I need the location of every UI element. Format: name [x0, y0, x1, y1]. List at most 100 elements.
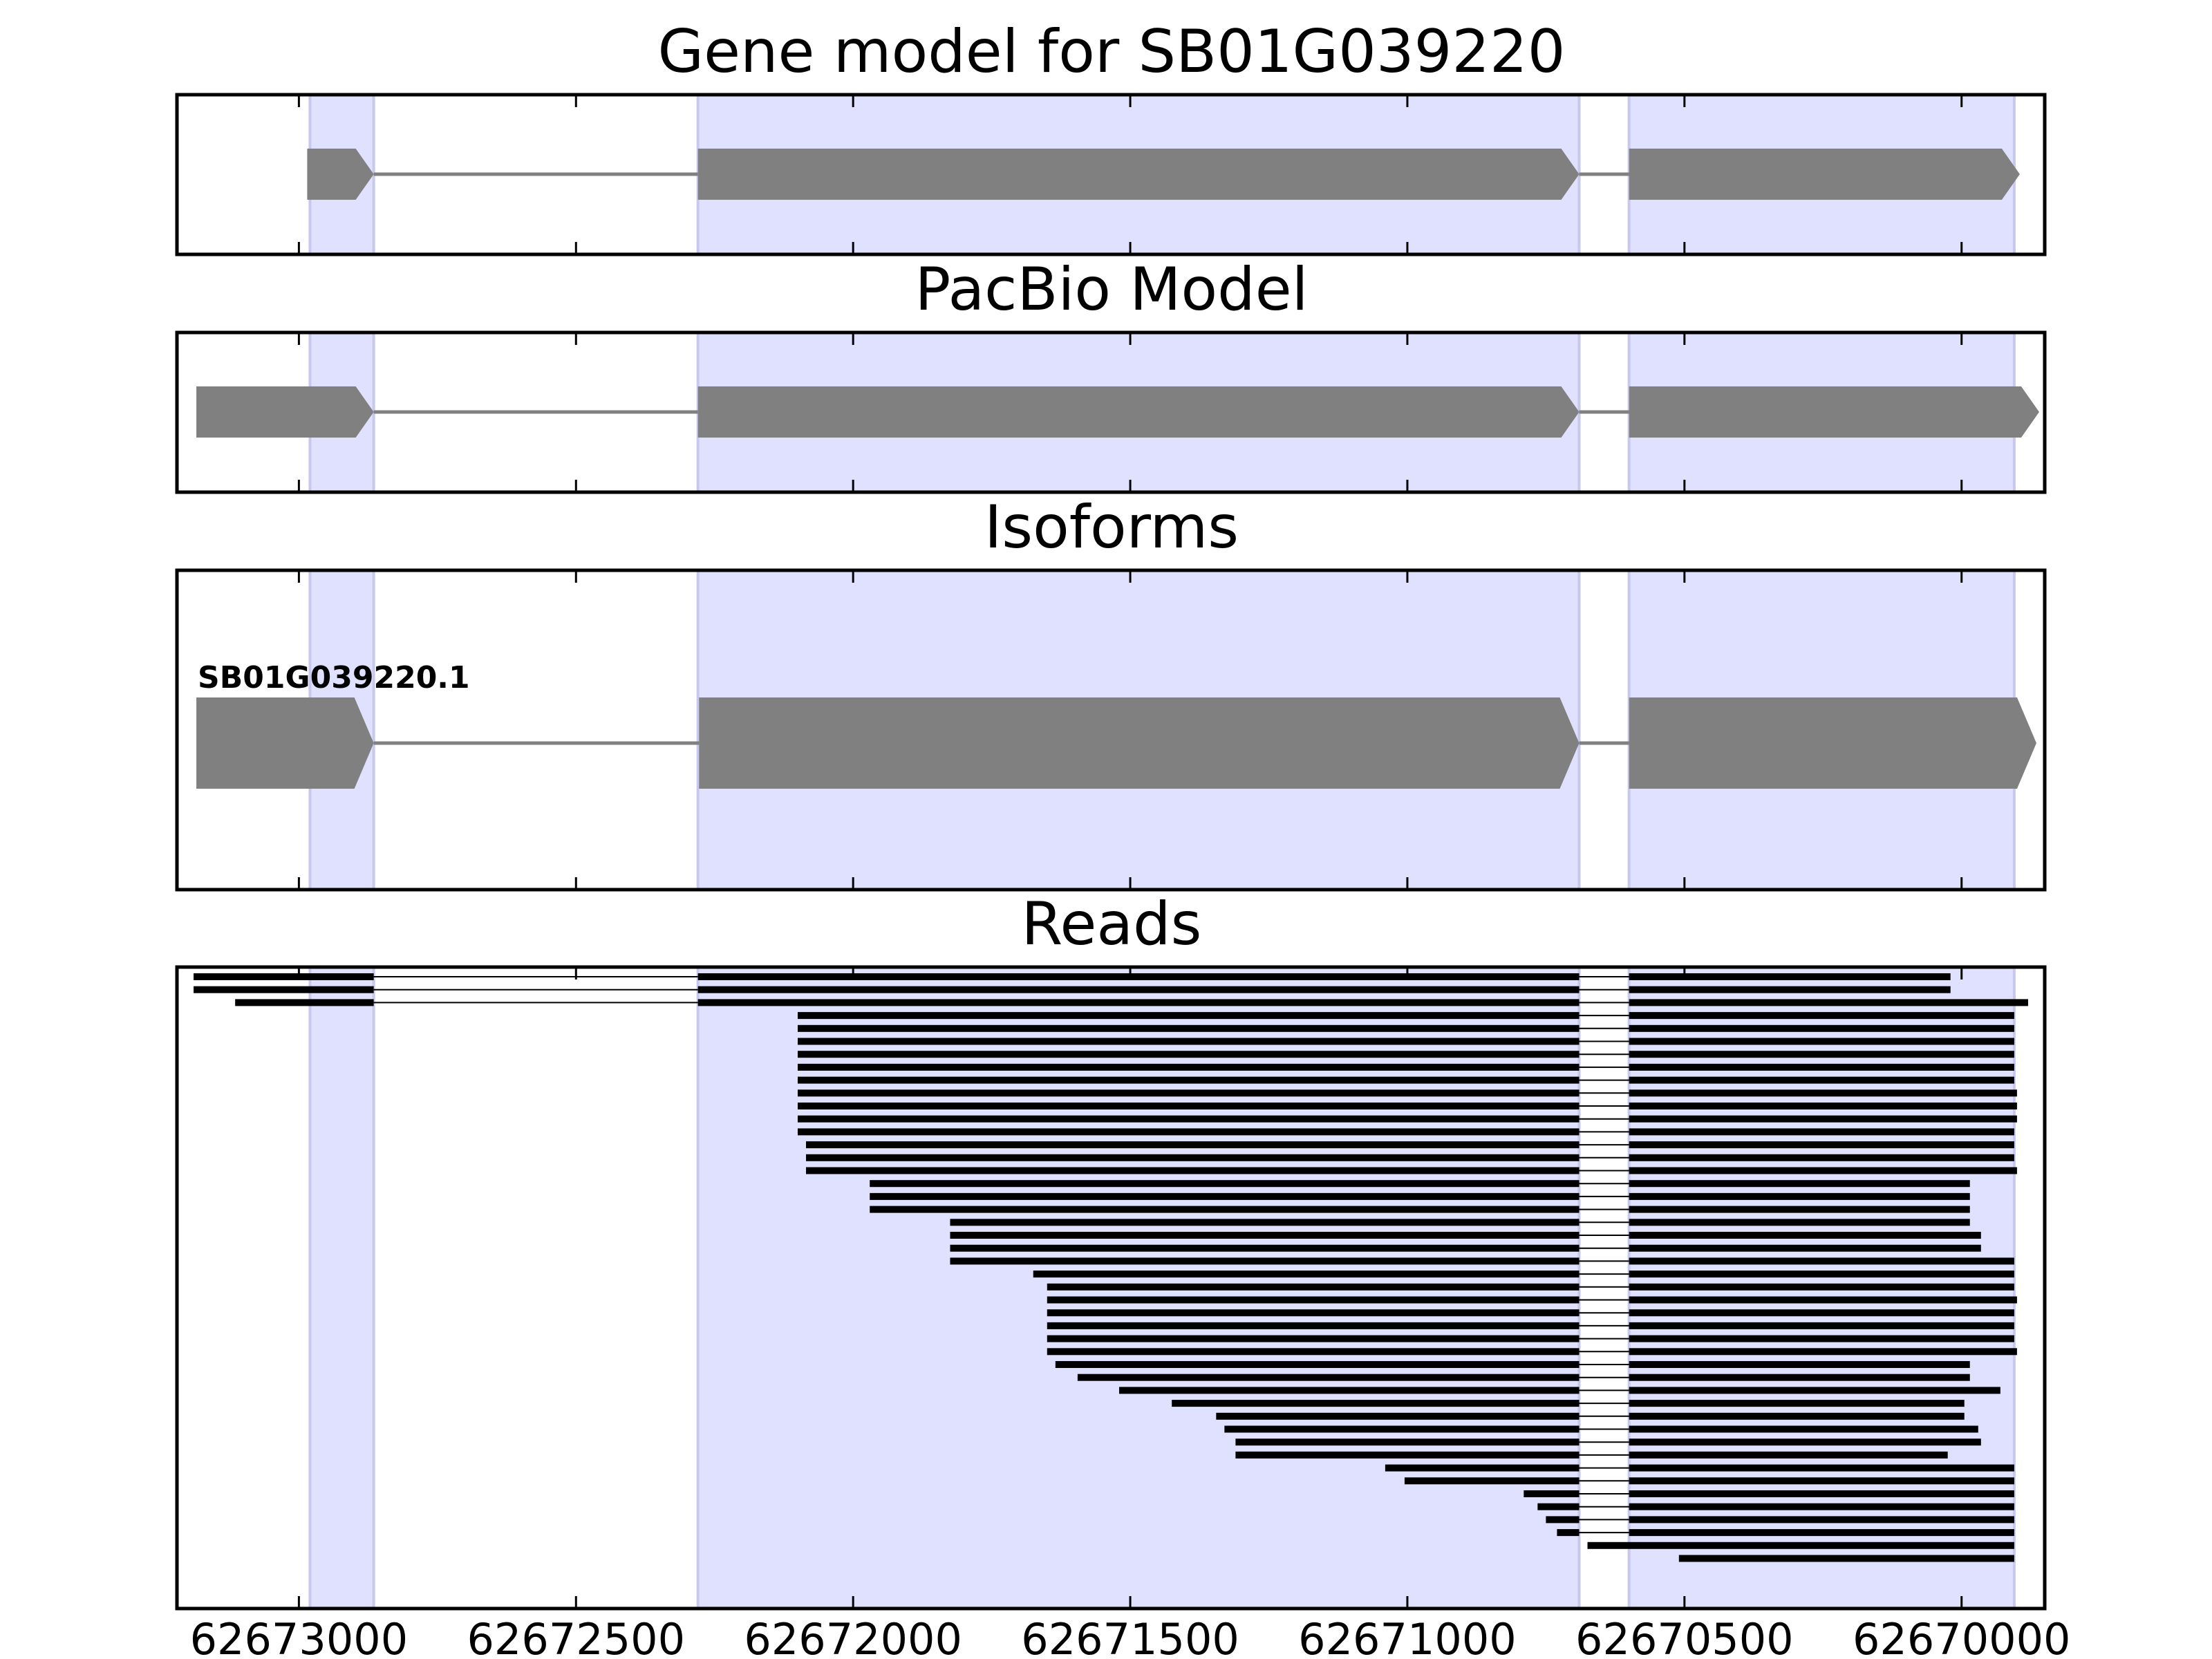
read-segment — [1629, 1024, 2014, 1032]
read-segment — [194, 973, 374, 980]
read-segment — [1629, 1425, 1978, 1433]
read-segment — [697, 999, 1580, 1006]
x-tick-label: 62670500 — [1575, 1614, 1794, 1659]
plot-frame — [175, 965, 2047, 1611]
read-segment — [1546, 1516, 1580, 1524]
read-segment — [1629, 1412, 1965, 1420]
read-segment — [1629, 1271, 2014, 1278]
read-segment — [194, 986, 374, 993]
panel-isoforms-title: Isoforms — [984, 493, 1239, 562]
x-tick-label: 62672500 — [467, 1614, 685, 1659]
read-segment — [1629, 1257, 2014, 1265]
read-segment — [1629, 1154, 2014, 1161]
read-segment — [950, 1257, 1580, 1265]
exon-block — [196, 697, 374, 789]
read-segment — [1216, 1412, 1580, 1420]
x-tick-label: 62672000 — [744, 1614, 962, 1659]
read-segment — [1235, 1438, 1580, 1446]
panel-pacbio-model: PacBio Model — [175, 255, 2047, 494]
exon-block — [1629, 149, 2020, 200]
read-segment — [806, 1167, 1580, 1174]
read-segment — [950, 1232, 1580, 1239]
read-segment — [1537, 1503, 1580, 1510]
read-segment — [1629, 1167, 2017, 1174]
read-segment — [235, 999, 374, 1006]
read-segment — [1629, 1477, 2014, 1485]
read-segment — [797, 1115, 1580, 1123]
panel-pacbio-model-title: PacBio Model — [915, 255, 1308, 324]
read-segment — [1629, 999, 2028, 1006]
read-segment — [1172, 1400, 1580, 1407]
read-segment — [1587, 1541, 2014, 1549]
plot-frame — [175, 568, 2047, 892]
read-segment — [1629, 1051, 2014, 1058]
read-segment — [1629, 1322, 2014, 1329]
read-segment — [1629, 1283, 2014, 1291]
exon-block — [697, 386, 1580, 438]
read-segment — [806, 1141, 1580, 1149]
exon-block — [699, 697, 1580, 789]
read-segment — [1404, 1477, 1580, 1485]
panel-gene-model-title: Gene model for SB01G039220 — [658, 17, 1566, 86]
read-segment — [797, 1051, 1580, 1058]
exon-block — [697, 149, 1580, 200]
read-segment — [1629, 1503, 2014, 1510]
read-segment — [797, 1076, 1580, 1084]
panel-reads-title: Reads — [1022, 890, 1202, 959]
plot-frame — [175, 93, 2047, 256]
read-segment — [1629, 1335, 2014, 1342]
panel-pacbio-model-plot — [175, 330, 2047, 494]
panel-reads-plot — [175, 965, 2047, 1611]
read-segment — [1629, 1516, 2014, 1524]
read-segment — [1629, 1464, 2014, 1472]
read-segment — [1629, 1089, 2017, 1097]
read-segment — [1629, 1296, 2017, 1304]
read-segment — [1629, 1374, 1970, 1381]
panel-gene-model: Gene model for SB01G039220 — [175, 17, 2047, 256]
read-segment — [797, 1038, 1580, 1045]
read-segment — [1524, 1490, 1580, 1497]
panel-reads: Reads — [175, 890, 2047, 1611]
read-segment — [870, 1192, 1580, 1200]
read-segment — [1047, 1283, 1580, 1291]
exon-block — [1629, 697, 2036, 789]
exon-block — [1629, 386, 2039, 438]
read-segment — [1385, 1464, 1580, 1472]
read-segment — [1629, 1103, 2017, 1109]
read-segment — [870, 1206, 1580, 1213]
read-segment — [1629, 1387, 2000, 1394]
read-segment — [1629, 1244, 1981, 1252]
read-segment — [1629, 973, 1951, 980]
read-segment — [1047, 1322, 1580, 1329]
isoform-label: SB01G039220.1 — [198, 660, 470, 695]
read-segment — [1629, 1529, 2014, 1537]
x-tick-label: 62671000 — [1298, 1614, 1517, 1659]
read-segment — [1119, 1387, 1580, 1394]
read-segment — [1678, 1555, 2014, 1562]
read-segment — [1629, 1128, 2014, 1136]
exon-block — [196, 386, 374, 438]
read-segment — [1047, 1309, 1580, 1317]
read-segment — [1629, 1348, 2017, 1356]
read-segment — [1629, 1206, 1970, 1213]
read-segment — [950, 1244, 1580, 1252]
read-segment — [1629, 1063, 2014, 1071]
read-segment — [1629, 1115, 2017, 1123]
read-segment — [1629, 1438, 1981, 1446]
read-segment — [1629, 1490, 2014, 1497]
shaded-exon-region — [308, 966, 375, 1610]
read-segment — [697, 986, 1580, 993]
read-segment — [870, 1180, 1580, 1188]
read-segment — [1629, 1361, 1970, 1368]
read-segment — [797, 1063, 1580, 1071]
read-segment — [797, 1128, 1580, 1136]
x-tick-label: 62670000 — [1853, 1614, 2071, 1659]
read-segment — [697, 973, 1580, 980]
plot-frame — [175, 330, 2047, 494]
read-segment — [1047, 1296, 1580, 1304]
read-segment — [1629, 1232, 1981, 1239]
read-segment — [797, 1024, 1580, 1032]
read-segment — [1629, 1076, 2014, 1084]
read-segment — [797, 1012, 1580, 1020]
